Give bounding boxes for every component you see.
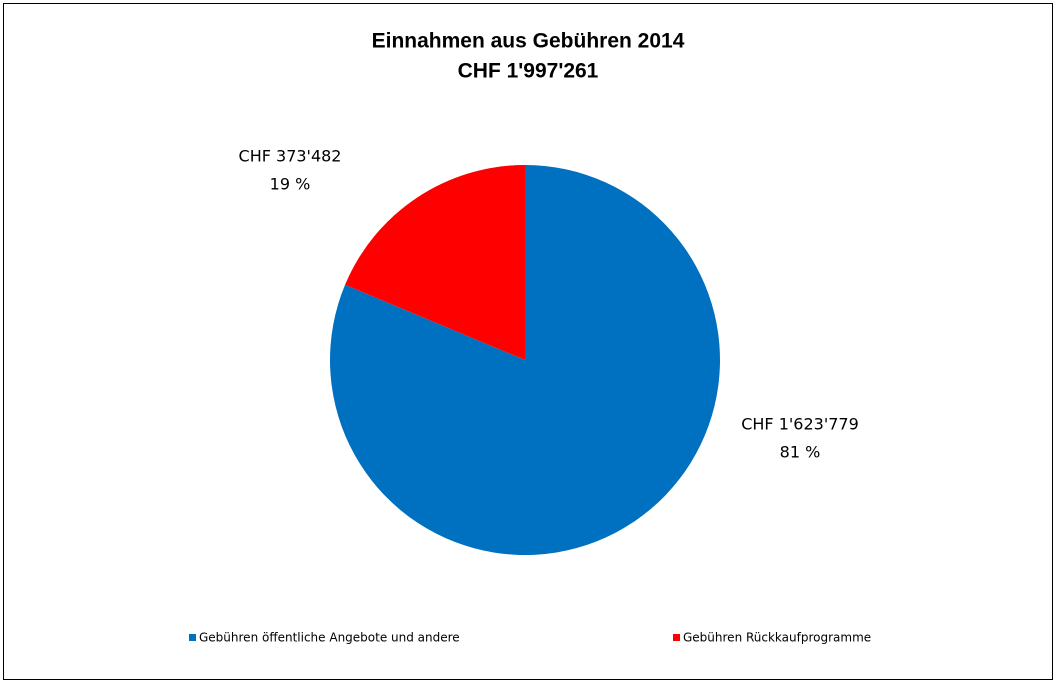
pie-slice — [330, 165, 721, 555]
legend-swatch — [189, 634, 196, 641]
legend-label: Gebühren Rückkaufprogramme — [683, 631, 871, 645]
legend-swatch — [673, 634, 680, 641]
chart-title: Einnahmen aus Gebühren 2014 — [372, 30, 685, 53]
data-label: CHF 1'623'779 — [741, 415, 859, 434]
legend-label: Gebühren öffentliche Angebote und andere — [199, 631, 460, 645]
chart-subtitle: CHF 1'997'261 — [458, 60, 599, 83]
percent-label: 81 % — [780, 443, 821, 462]
percent-label: 19 % — [270, 175, 311, 194]
pie-slice — [345, 165, 525, 360]
data-label: CHF 373'482 — [239, 147, 342, 166]
